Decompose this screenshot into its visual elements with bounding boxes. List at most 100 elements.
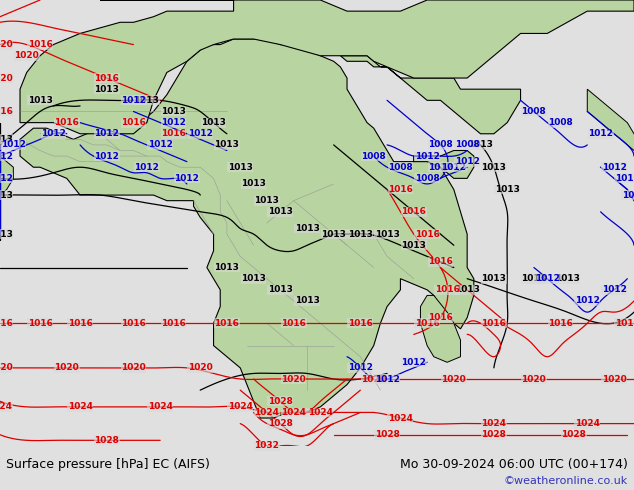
Text: 1016: 1016 <box>214 319 240 328</box>
Text: 1008: 1008 <box>415 174 439 183</box>
Text: 1028: 1028 <box>94 436 119 445</box>
Text: 1012: 1012 <box>401 358 426 367</box>
Text: 1013: 1013 <box>214 141 240 149</box>
Text: 1020: 1020 <box>522 374 547 384</box>
Text: 1013: 1013 <box>481 163 507 172</box>
Text: 1012: 1012 <box>621 191 634 199</box>
Text: 1013: 1013 <box>201 118 226 127</box>
Text: 1016: 1016 <box>121 319 146 328</box>
Text: 1013: 1013 <box>401 241 426 250</box>
Text: 1013: 1013 <box>214 263 240 272</box>
Text: 1013: 1013 <box>375 230 399 239</box>
Text: 1016: 1016 <box>415 319 439 328</box>
Text: 1016: 1016 <box>68 319 93 328</box>
Text: 1024: 1024 <box>148 402 172 412</box>
Text: 1012: 1012 <box>0 151 13 161</box>
Polygon shape <box>340 56 380 67</box>
Text: 1012: 1012 <box>348 364 373 372</box>
Polygon shape <box>587 89 634 190</box>
Text: 1012: 1012 <box>148 141 172 149</box>
Text: 1032: 1032 <box>254 441 280 450</box>
Text: 1012: 1012 <box>602 285 626 294</box>
Text: 1008: 1008 <box>361 151 386 161</box>
Text: 1016: 1016 <box>55 118 79 127</box>
Text: 1012: 1012 <box>134 163 159 172</box>
Polygon shape <box>0 156 13 195</box>
Text: 1024: 1024 <box>0 402 13 412</box>
Text: 1013: 1013 <box>28 96 53 105</box>
Text: 1016: 1016 <box>428 257 453 267</box>
Text: 1013: 1013 <box>455 285 479 294</box>
Text: 1016: 1016 <box>28 40 53 49</box>
Text: 1012: 1012 <box>602 163 626 172</box>
Text: 1013: 1013 <box>0 191 13 199</box>
Text: 1013: 1013 <box>268 207 293 216</box>
Text: Mo 30-09-2024 06:00 UTC (00+174): Mo 30-09-2024 06:00 UTC (00+174) <box>400 458 628 471</box>
Text: Surface pressure [hPa] EC (AIFS): Surface pressure [hPa] EC (AIFS) <box>6 458 210 471</box>
Polygon shape <box>20 39 474 418</box>
Text: 1013: 1013 <box>521 274 547 283</box>
Text: 1012: 1012 <box>615 174 634 183</box>
Text: 1012: 1012 <box>588 129 613 138</box>
Text: 1012: 1012 <box>0 174 13 183</box>
Text: 1016: 1016 <box>548 319 573 328</box>
Text: 1013: 1013 <box>228 163 253 172</box>
Text: 1016: 1016 <box>0 107 13 116</box>
Text: 1013: 1013 <box>0 135 13 144</box>
Text: 1024: 1024 <box>308 408 333 417</box>
Text: 1008: 1008 <box>388 163 413 172</box>
Text: 1024: 1024 <box>281 408 306 417</box>
Text: 1012: 1012 <box>94 151 119 161</box>
Text: 1012: 1012 <box>441 163 466 172</box>
Text: 1013: 1013 <box>481 274 507 283</box>
Text: 1013: 1013 <box>0 230 13 239</box>
Text: 1020: 1020 <box>0 40 13 49</box>
Text: 1013: 1013 <box>295 224 320 233</box>
Text: 1012: 1012 <box>535 274 560 283</box>
Text: 1020: 1020 <box>281 374 306 384</box>
Text: 1016: 1016 <box>615 319 634 328</box>
Text: 1012: 1012 <box>174 174 199 183</box>
Text: 1020: 1020 <box>55 364 79 372</box>
Text: 1013: 1013 <box>134 96 159 105</box>
Text: 1016: 1016 <box>161 319 186 328</box>
Text: 1012: 1012 <box>575 296 600 305</box>
Text: 1020: 1020 <box>0 74 13 82</box>
Text: 1016: 1016 <box>28 319 53 328</box>
Text: 1028: 1028 <box>268 397 293 406</box>
Text: 1012: 1012 <box>121 96 146 105</box>
Text: 1016: 1016 <box>428 313 453 322</box>
Text: 1020: 1020 <box>0 364 13 372</box>
Text: 1024: 1024 <box>68 402 93 412</box>
Text: 1016: 1016 <box>401 207 426 216</box>
Text: 1013: 1013 <box>241 274 266 283</box>
Text: 1016: 1016 <box>415 230 439 239</box>
Text: 1016: 1016 <box>348 319 373 328</box>
Text: 1024: 1024 <box>388 414 413 422</box>
Text: 1016: 1016 <box>121 118 146 127</box>
Text: 1020: 1020 <box>602 374 626 384</box>
Text: 1013: 1013 <box>295 296 320 305</box>
Text: 1013: 1013 <box>468 141 493 149</box>
Text: 1028: 1028 <box>268 419 293 428</box>
Text: 1012: 1012 <box>161 118 186 127</box>
Text: 1013: 1013 <box>241 179 266 189</box>
Text: 1008: 1008 <box>455 141 479 149</box>
Polygon shape <box>414 150 474 178</box>
Text: 1012: 1012 <box>375 374 399 384</box>
Polygon shape <box>20 0 634 134</box>
Text: 1016: 1016 <box>94 74 119 82</box>
Text: 1020: 1020 <box>441 374 466 384</box>
Text: 1016: 1016 <box>0 319 13 328</box>
Text: ©weatheronline.co.uk: ©weatheronline.co.uk <box>503 476 628 487</box>
Text: 1008: 1008 <box>548 118 573 127</box>
Text: 1020: 1020 <box>361 374 386 384</box>
Text: 1020: 1020 <box>15 51 39 60</box>
Text: 1013: 1013 <box>348 230 373 239</box>
Text: 1013: 1013 <box>555 274 579 283</box>
Text: 1013: 1013 <box>94 85 119 94</box>
Text: 1012: 1012 <box>1 141 26 149</box>
Text: 1012: 1012 <box>428 163 453 172</box>
Text: 1028: 1028 <box>562 430 586 439</box>
Text: 1016: 1016 <box>161 129 186 138</box>
